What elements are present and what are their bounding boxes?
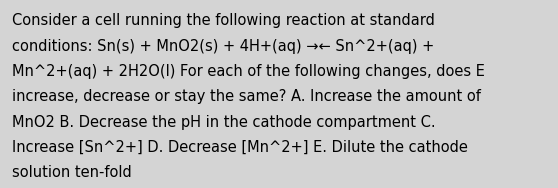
Text: Consider a cell running the following reaction at standard: Consider a cell running the following re… [12, 13, 435, 28]
Text: MnO2 B. Decrease the pH in the cathode compartment C.: MnO2 B. Decrease the pH in the cathode c… [12, 115, 436, 130]
Text: increase, decrease or stay the same? A. Increase the amount of: increase, decrease or stay the same? A. … [12, 89, 481, 104]
Text: Mn^2+(aq) + 2H2O(l) For each of the following changes, does E: Mn^2+(aq) + 2H2O(l) For each of the foll… [12, 64, 485, 79]
Text: conditions: Sn(s) + MnO2(s) + 4H+(aq) →← Sn^2+(aq) +: conditions: Sn(s) + MnO2(s) + 4H+(aq) →←… [12, 39, 435, 54]
Text: solution ten-fold: solution ten-fold [12, 165, 132, 180]
Text: Increase [Sn^2+] D. Decrease [Mn^2+] E. Dilute the cathode: Increase [Sn^2+] D. Decrease [Mn^2+] E. … [12, 140, 468, 155]
